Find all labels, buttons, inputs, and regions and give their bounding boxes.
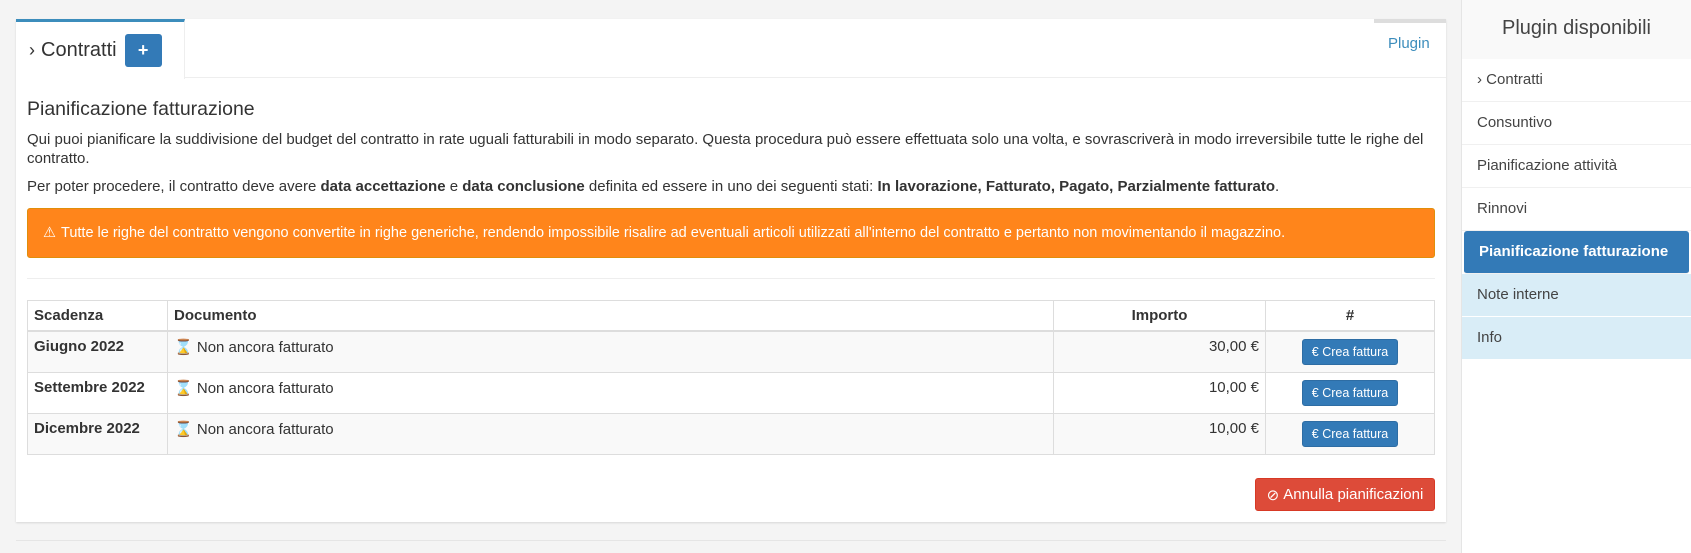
importo-cell: 10,00 €	[1053, 371, 1266, 414]
table-row: Dicembre 2022 ⌛ Non ancora fatturato 10,…	[27, 412, 1435, 455]
documento-cell: ⌛ Non ancora fatturato	[167, 371, 1054, 414]
plugin-sidebar: Plugin disponibili › Contratti Consuntiv…	[1461, 0, 1691, 553]
requirements-text: Per poter procedere, il contratto deve a…	[27, 178, 1280, 195]
col-scadenza: Scadenza	[27, 300, 168, 332]
action-cell: € Crea fattura	[1265, 330, 1435, 373]
divider	[16, 540, 1446, 541]
create-invoice-button[interactable]: € Crea fattura	[1301, 379, 1399, 406]
sidebar-item-pianificazione-attivita[interactable]: Pianificazione attività	[1462, 145, 1691, 188]
table-row: Giugno 2022 ⌛ Non ancora fatturato 30,00…	[27, 330, 1435, 373]
sidebar-item-note-interne[interactable]: Note interne	[1462, 274, 1691, 317]
action-cell: € Crea fattura	[1265, 412, 1435, 455]
col-documento: Documento	[167, 300, 1054, 332]
divider	[27, 278, 1435, 279]
tab-plugin[interactable]: Plugin	[1374, 19, 1446, 78]
importo-cell: 10,00 €	[1053, 412, 1266, 455]
sidebar-title: Plugin disponibili	[1462, 0, 1691, 59]
scadenza-cell: Settembre 2022	[27, 371, 168, 414]
tab-label: Contratti	[41, 39, 117, 61]
hourglass-icon: ⌛	[174, 379, 193, 397]
hourglass-icon: ⌛	[174, 420, 193, 438]
table-row: Settembre 2022 ⌛ Non ancora fatturato 10…	[27, 371, 1435, 414]
col-actions: #	[1265, 300, 1435, 332]
main-panel: › Contratti + Plugin Pianificazione fatt…	[16, 19, 1446, 522]
plus-icon: +	[137, 40, 149, 60]
hourglass-icon: ⌛	[174, 339, 193, 356]
importo-cell: 30,00 €	[1053, 330, 1266, 373]
documento-cell: ⌛ Non ancora fatturato	[167, 412, 1054, 455]
cancel-planning-button[interactable]: ⊘ Annulla pianificazioni	[1255, 478, 1435, 511]
warning-icon: ⚠	[43, 225, 56, 241]
chevron-right-icon: ›	[29, 40, 35, 60]
tab-bar: › Contratti + Plugin	[16, 19, 1446, 79]
billing-table: Scadenza Documento Importo # Giugno 2022…	[27, 300, 1435, 455]
warning-alert: ⚠ Tutte le righe del contratto vengono c…	[27, 208, 1435, 258]
chevron-right-icon: ›	[1477, 71, 1487, 88]
tab-contratti[interactable]: › Contratti +	[16, 19, 185, 79]
intro-text: Qui puoi pianificare la suddivisione del…	[27, 131, 1424, 167]
scadenza-cell: Giugno 2022	[27, 330, 168, 373]
sidebar-item-rinnovi[interactable]: Rinnovi	[1462, 188, 1691, 231]
sidebar-item-info[interactable]: Info	[1462, 317, 1691, 360]
scadenza-cell: Dicembre 2022	[27, 412, 168, 455]
col-importo: Importo	[1053, 300, 1266, 332]
documento-cell: ⌛ Non ancora fatturato	[167, 330, 1054, 373]
action-cell: € Crea fattura	[1265, 371, 1435, 414]
section-title: Pianificazione fatturazione	[27, 98, 255, 120]
add-contract-button[interactable]: +	[124, 34, 162, 67]
ban-icon: ⊘	[1266, 486, 1280, 504]
create-invoice-button[interactable]: € Crea fattura	[1301, 339, 1399, 365]
sidebar-item-contratti[interactable]: › Contratti	[1462, 59, 1691, 102]
create-invoice-button[interactable]: € Crea fattura	[1301, 420, 1399, 447]
sidebar-item-consuntivo[interactable]: Consuntivo	[1462, 102, 1691, 145]
sidebar-item-pianificazione-fatturazione[interactable]: Pianificazione fatturazione	[1464, 231, 1689, 274]
